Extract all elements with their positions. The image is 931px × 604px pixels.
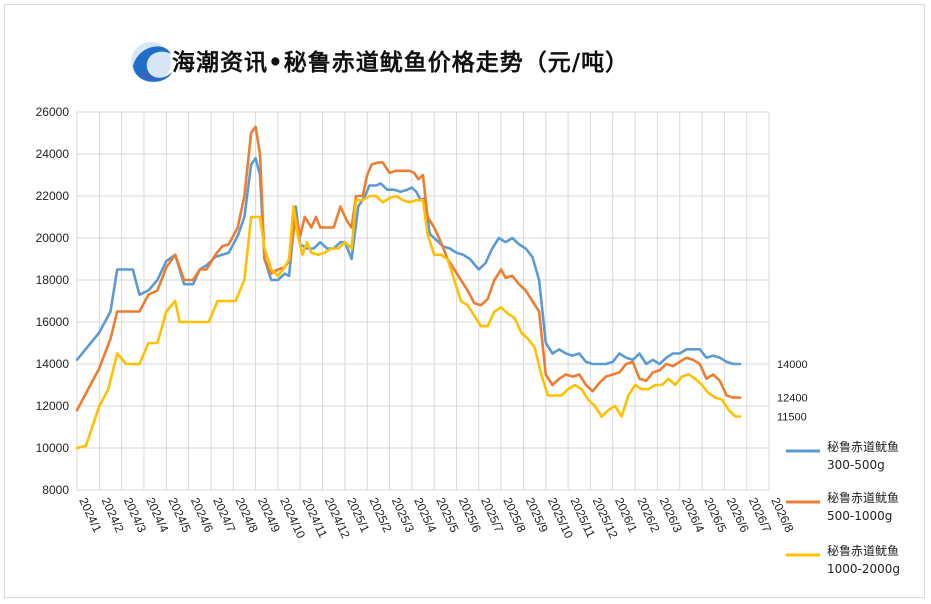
legend-label-size: 1000-2000g bbox=[827, 562, 900, 576]
grid bbox=[76, 111, 770, 491]
y-tick-label: 12000 bbox=[36, 399, 70, 413]
series-line-3 bbox=[75, 194, 742, 450]
legend-label: 秘鲁赤道鱿鱼 bbox=[827, 543, 899, 558]
y-tick-label: 10000 bbox=[36, 441, 70, 455]
wave-globe-logo-icon bbox=[131, 42, 172, 82]
y-tick-label: 8000 bbox=[42, 483, 69, 497]
legend-label-size: 500-1000g bbox=[827, 509, 892, 523]
legend-label: 秘鲁赤道鱿鱼 bbox=[827, 490, 899, 505]
y-tick-label: 24000 bbox=[36, 147, 70, 161]
end-labels: 14000 12400 11500 bbox=[777, 359, 808, 424]
y-axis-ticks: 8000 10000 12000 14000 16000 18000 20000 22000 2… bbox=[36, 105, 70, 497]
end-value-label: 11500 bbox=[777, 412, 807, 424]
series-lines bbox=[75, 125, 742, 450]
y-tick-label: 26000 bbox=[36, 105, 70, 119]
legend: 秘鲁赤道鱿鱼 300-500g 秘鲁赤道鱿鱼 500-1000g 秘鲁赤道鱿鱼 1000-… bbox=[786, 439, 900, 576]
y-tick-label: 22000 bbox=[36, 189, 70, 203]
y-tick-label: 20000 bbox=[36, 231, 70, 245]
chart-frame bbox=[4, 4, 925, 598]
end-value-label: 12400 bbox=[777, 393, 808, 405]
end-value-label: 14000 bbox=[777, 359, 808, 371]
y-tick-label: 14000 bbox=[36, 357, 70, 371]
legend-label: 秘鲁赤道鱿鱼 bbox=[827, 439, 899, 454]
x-axis-ticks: 2024/12024/22024/32024/42024/52024/62024… bbox=[76, 495, 796, 541]
legend-label-size: 300-500g bbox=[827, 458, 885, 472]
chart-title: 海潮资讯•秘鲁赤道鱿鱼价格走势（元/吨） bbox=[172, 49, 629, 76]
y-tick-label: 18000 bbox=[36, 273, 70, 287]
y-tick-label: 16000 bbox=[36, 315, 70, 329]
series-line-2 bbox=[75, 125, 742, 412]
